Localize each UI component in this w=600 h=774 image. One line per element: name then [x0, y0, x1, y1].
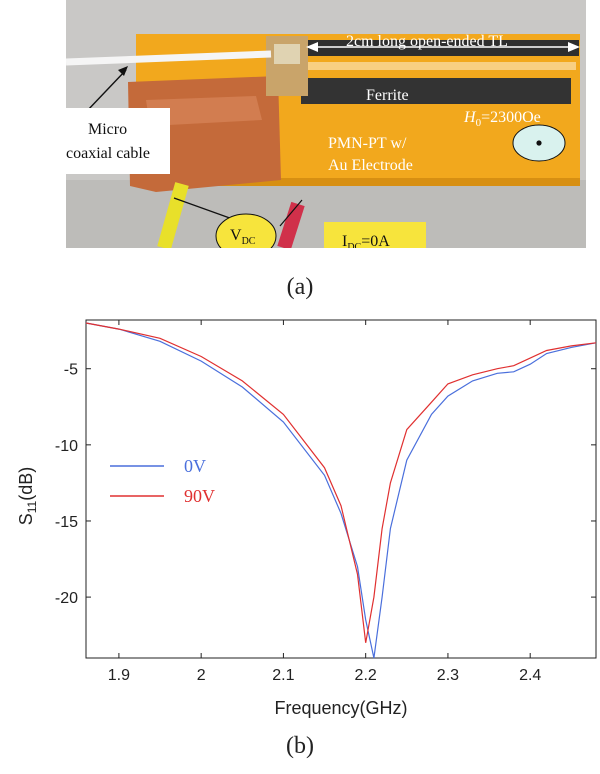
coax-label-line1: Micro — [88, 121, 127, 138]
y-axis-label-subscript: 11 — [25, 500, 39, 513]
legend: 0V 90V — [110, 456, 215, 506]
legend-label-0v: 0V — [184, 456, 206, 476]
s11-chart-panel: 1.9 2 2.1 2.2 2.3 2.4 -5 -10 -15 -20 0V 90V Freque… — [0, 310, 600, 769]
connector-pad — [274, 44, 300, 64]
ferrite-strip — [301, 78, 571, 104]
x-tick-label: 2.3 — [437, 667, 459, 684]
yellow-wire — [157, 182, 189, 250]
x-tick-label: 2 — [197, 667, 206, 684]
y-tick-label: -20 — [55, 590, 78, 607]
y-axis-label-unit: (dB) — [16, 467, 36, 501]
h0-symbol: H — [463, 109, 477, 126]
idc-label: IDC=0A — [342, 233, 390, 248]
x-tick-label: 2.1 — [272, 667, 294, 684]
ferrite-edge — [298, 62, 576, 70]
device-photo-panel: 2cm long open-ended TL Ferrite PMN-PT w/… — [65, 0, 586, 259]
idc-subscript: DC — [347, 242, 361, 248]
y-axis-label: S11(dB) — [16, 467, 39, 526]
x-tick-label: 2.2 — [355, 667, 377, 684]
copper-tape-highlight — [146, 96, 262, 126]
series-group — [85, 322, 597, 659]
s11-chart: 1.9 2 2.1 2.2 2.3 2.4 -5 -10 -15 -20 0V 90V Freque… — [16, 319, 597, 718]
vdc-symbol: V — [230, 227, 242, 244]
h0-value: =2300Oe — [481, 109, 541, 126]
plot-area — [85, 319, 597, 659]
series-line-0v — [85, 322, 597, 659]
substrate-shadow — [136, 178, 580, 186]
tl-label: 2cm long open-ended TL — [346, 33, 508, 50]
caption-a: (a) — [286, 274, 314, 300]
coax-pointer — [85, 69, 127, 113]
coaxial-cable — [65, 50, 272, 66]
device-photo: 2cm long open-ended TL Ferrite PMN-PT w/… — [65, 0, 586, 259]
tl-arrow-right-head — [568, 42, 580, 52]
idc-value: =0A — [361, 233, 390, 248]
y-tick-label: -10 — [55, 438, 78, 455]
red-wire — [277, 201, 305, 251]
tl-arrow-left-head — [306, 42, 318, 52]
coax-label-box — [66, 108, 170, 174]
coax-label-line2: coaxial cable — [66, 145, 150, 162]
y-axis-label-symbol: S — [16, 513, 36, 525]
y-tick-label: -15 — [55, 514, 78, 531]
pmn-pt-label-line1: PMN-PT w/ — [328, 135, 407, 152]
vdc-subscript: DC — [242, 236, 256, 247]
y-tick-label: -5 — [64, 362, 78, 379]
idc-symbol: I — [342, 233, 347, 248]
transmission-line — [291, 40, 579, 56]
caption-b: (b) — [286, 733, 314, 759]
x-tick-label: 1.9 — [108, 667, 130, 684]
coax-pointer-head — [118, 66, 128, 76]
field-direction-dot — [536, 140, 542, 146]
h0-label: H0=2300Oe — [463, 109, 541, 129]
x-tick-label: 2.4 — [519, 667, 541, 684]
x-axis-label: Frequency(GHz) — [274, 698, 407, 718]
vdc-label: VDC — [230, 227, 256, 247]
legend-label-90v: 90V — [184, 486, 215, 506]
tick-group: 1.9 2 2.1 2.2 2.3 2.4 -5 -10 -15 -20 — [55, 320, 596, 684]
h0-subscript: 0 — [476, 117, 482, 129]
pmn-pt-label-line2: Au Electrode — [328, 157, 413, 174]
series-line-90v — [85, 322, 597, 643]
vdc-pointer-2 — [279, 199, 303, 227]
ferrite-label: Ferrite — [366, 87, 409, 104]
